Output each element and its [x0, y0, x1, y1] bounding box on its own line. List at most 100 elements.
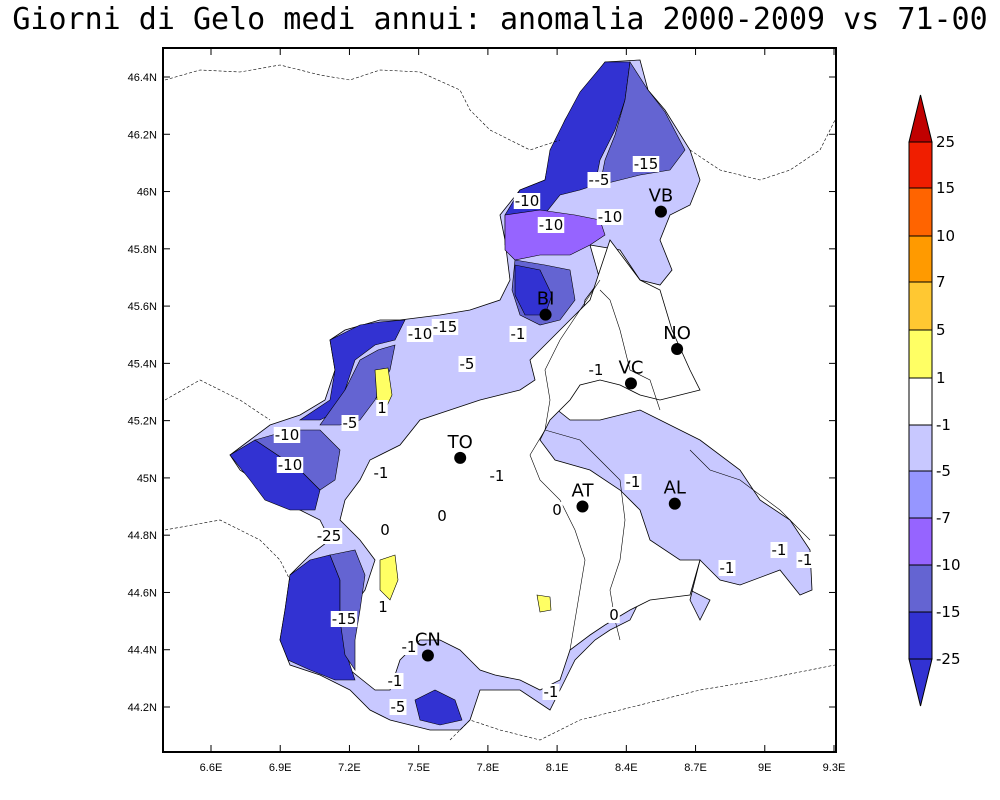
city-marker — [624, 377, 637, 390]
colorbar-segment — [908, 424, 933, 472]
colorbar-top-arrow — [908, 94, 933, 143]
city-marker — [576, 500, 589, 513]
city-markers: VB BI NO VC TO AT AL CN — [415, 186, 691, 662]
contour-label-bg — [341, 415, 359, 431]
colorbar-segment — [908, 329, 933, 379]
lat-tick-label: 45.4N — [128, 358, 157, 370]
colorbar-segment — [908, 187, 933, 237]
colorbar-segment — [908, 564, 933, 613]
contour-label-bg — [632, 156, 660, 172]
lat-tick-label: 44.2N — [128, 702, 157, 714]
contour-label-bg — [596, 209, 624, 225]
contour-label-bg — [593, 172, 611, 188]
contour-label-bg — [770, 542, 788, 558]
contour-label: -1 — [374, 464, 389, 482]
lat-tick-label: 44.4N — [128, 645, 157, 657]
city-marker — [454, 451, 467, 464]
contour-label: -1 — [490, 467, 505, 485]
contour-label: 0 — [380, 521, 390, 539]
lon-tick-label: 9E — [758, 762, 771, 774]
lon-tick-label: 6.9E — [269, 762, 292, 774]
region-white — [339, 239, 701, 691]
contour-label-bg — [513, 193, 541, 209]
region-west-dark — [299, 319, 406, 421]
contour-label: 1 — [377, 399, 387, 417]
contour-label-bg — [488, 468, 506, 484]
contour-label-bg — [718, 560, 736, 576]
colorbar-segment — [908, 377, 933, 426]
colorbar: 25 15 10 7 5 1 -1 -5 -7 -10 -15 -25 — [908, 94, 961, 707]
region-sw-mid — [329, 549, 366, 671]
lat-tick-label: 45.6N — [128, 301, 157, 313]
lon-axis: 6.6E 6.9E 7.2E 7.5E 7.8E 8.1E 8.4E 8.7E 9E 9.3E — [200, 48, 845, 774]
contour-label-bg — [406, 326, 434, 342]
colorbar-segment — [908, 470, 933, 519]
contour-label: -5 — [391, 698, 406, 716]
lon-tick-label: 8.1E — [546, 762, 569, 774]
contour-label-bg — [537, 217, 565, 233]
lat-tick-label: 46.4N — [128, 72, 157, 84]
plot-frame — [162, 47, 837, 753]
lon-tick-label: 8.4E — [615, 762, 638, 774]
lon-tick-label: 7.8E — [477, 762, 500, 774]
lat-tick-label: 46.2N — [128, 129, 157, 141]
contour-label-bg — [431, 319, 459, 335]
contour-label-bg — [587, 362, 605, 378]
lat-tick-label: 46N — [137, 187, 157, 199]
region-purple-north — [504, 209, 606, 261]
contour-label: -10 — [539, 216, 564, 234]
contour-label-bg — [372, 465, 390, 481]
city-marker — [539, 308, 552, 321]
lon-tick-label: 8.7E — [684, 762, 707, 774]
lon-tick-label: 7.5E — [407, 762, 430, 774]
region-yellow-south — [536, 594, 552, 613]
colorbar-segment — [908, 281, 933, 331]
contour-label-bg — [315, 528, 343, 544]
contour-label: -1 — [589, 361, 604, 379]
contour-label-bg — [608, 607, 620, 623]
contour-label-bg — [276, 457, 304, 473]
contour-label: -15 — [433, 318, 458, 336]
contour-label: -1 — [772, 541, 787, 559]
contour-label-bg — [273, 427, 301, 443]
contour-label-bg — [796, 552, 814, 568]
contour-label: -1 — [388, 672, 403, 690]
colorbar-label: 25 — [936, 133, 955, 151]
contour-label: -1 — [544, 683, 559, 701]
contour-label: -25 — [317, 527, 342, 545]
country-borders — [164, 64, 836, 741]
city-label: VC — [619, 357, 644, 378]
city-label: TO — [447, 432, 473, 453]
city-label: CN — [415, 629, 441, 650]
colorbar-label: 15 — [936, 179, 955, 197]
contour-label: 1 — [378, 598, 388, 616]
contour-label: -10 — [408, 325, 433, 343]
region-yellow-west — [374, 367, 393, 411]
lat-tick-label: 45.8N — [128, 244, 157, 256]
contour-label: -10 — [275, 426, 300, 444]
contour-label-bg — [542, 684, 560, 700]
colorbar-label: -7 — [936, 509, 951, 527]
contour-labels: -15-5-10-10-10-10-15-5-1-10-5-1-1-1-1-1-… — [273, 155, 814, 716]
contour-label-bg — [509, 326, 527, 342]
colorbar-label: 5 — [936, 321, 946, 339]
city-label: BI — [537, 289, 555, 310]
colorbar-label: -10 — [936, 556, 961, 574]
colorbar-segment — [908, 141, 933, 189]
contour-label: 0 — [437, 507, 447, 525]
region-mid-north — [599, 61, 686, 186]
contour-label-bg — [458, 356, 476, 372]
city-label: VB — [649, 186, 674, 207]
city-marker — [654, 205, 667, 218]
city-label: AT — [572, 481, 595, 502]
contour-label: -1 — [626, 473, 641, 491]
contour-label-bg — [386, 673, 404, 689]
lat-tick-label: 45N — [137, 473, 157, 485]
contour-label: -1 — [798, 551, 813, 569]
contour-label: 0 — [552, 501, 562, 519]
contour-label: -1 — [720, 559, 735, 577]
lat-tick-label: 45.2N — [128, 416, 157, 428]
contour-label: -10 — [598, 208, 623, 226]
contour-label: -1 — [511, 325, 526, 343]
colorbar-segment — [908, 235, 933, 283]
